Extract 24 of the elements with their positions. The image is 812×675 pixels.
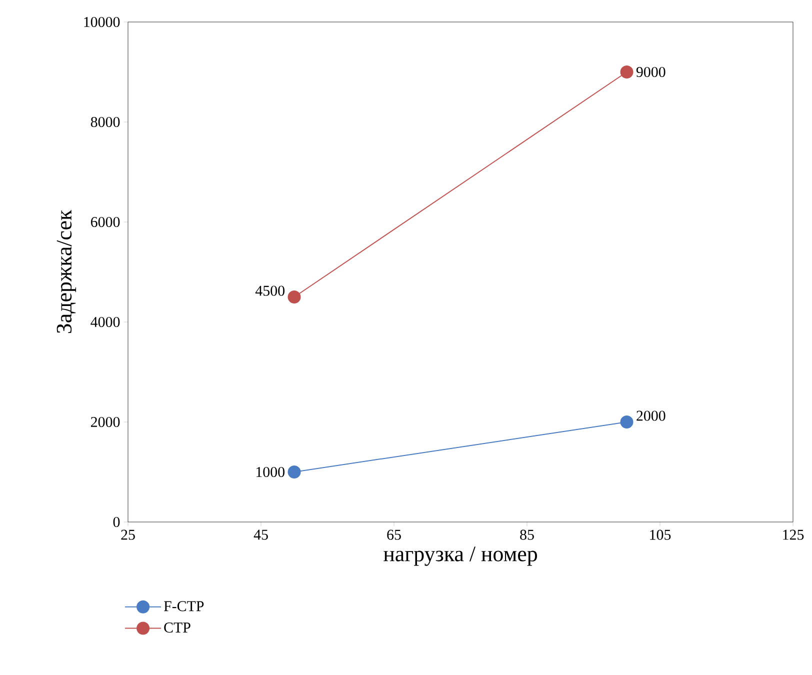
point [620, 65, 634, 78]
x-tick-label: 25 [121, 530, 135, 540]
point [620, 415, 634, 428]
y-tick-label: 0 [113, 516, 120, 528]
x-tick-label: 45 [254, 530, 268, 540]
x-tick-label: 125 [783, 530, 804, 540]
y-tick-label: 8000 [90, 116, 120, 128]
y-tick-label: 2000 [91, 416, 120, 428]
y-tick-label: 4000 [90, 316, 120, 328]
legend-label: CTP [164, 622, 190, 633]
x-tick-label: 65 [387, 530, 401, 540]
data-label: 2000 [636, 410, 666, 421]
y-tick-label: 10000 [84, 16, 120, 28]
y-tick-label: 6000 [90, 216, 120, 228]
point [288, 465, 301, 478]
x-axis-title: нагрузка / номер [384, 546, 537, 566]
y-axis-title: Задержка/сек [56, 210, 76, 334]
x-tick-label: 105 [650, 530, 671, 540]
point [288, 290, 301, 304]
legend-label: F-CTP [164, 601, 204, 612]
data-label: 1000 [256, 466, 284, 478]
x-tick-label: 85 [520, 530, 534, 540]
data-label: 4500 [255, 286, 284, 296]
data-label: 9000 [636, 66, 666, 78]
